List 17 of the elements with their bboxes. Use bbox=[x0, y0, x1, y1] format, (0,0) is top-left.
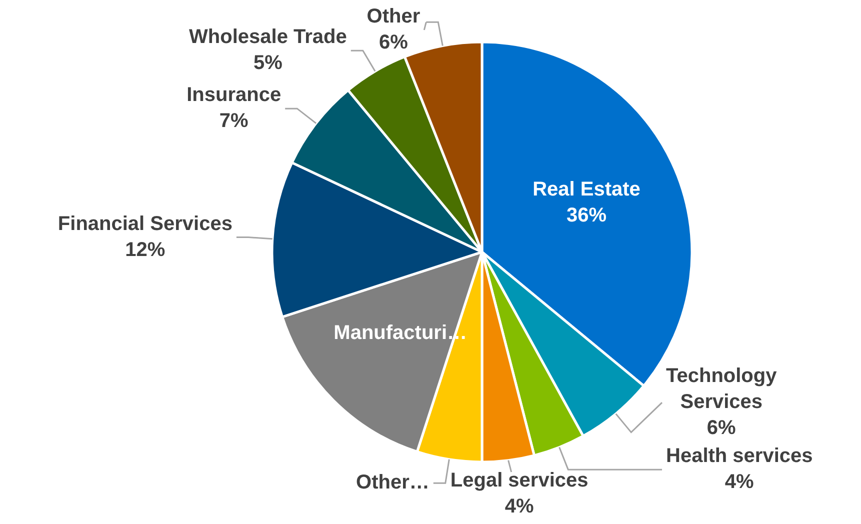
slice-label: Insurance bbox=[186, 84, 282, 106]
data-label: 36% bbox=[566, 204, 607, 226]
slice-label: Wholesale Trade bbox=[189, 26, 347, 48]
data-label: 6% bbox=[706, 417, 736, 440]
slice-label: Health services bbox=[666, 445, 813, 468]
slice-label: Real Estate bbox=[532, 178, 640, 200]
slice-label: Technology Services bbox=[666, 365, 778, 414]
data-label: 7% bbox=[219, 110, 249, 132]
slice-label: Other… bbox=[356, 472, 430, 494]
slice-label: Financial Services bbox=[58, 212, 232, 235]
data-label: 4% bbox=[724, 471, 754, 494]
data-label: 6% bbox=[379, 32, 408, 54]
data-label: 12% bbox=[125, 238, 166, 261]
data-label: 4% bbox=[504, 496, 534, 518]
slice-label: Legal services bbox=[450, 470, 588, 492]
data-label: 5% bbox=[254, 52, 283, 74]
slice-label: Other bbox=[366, 6, 420, 28]
